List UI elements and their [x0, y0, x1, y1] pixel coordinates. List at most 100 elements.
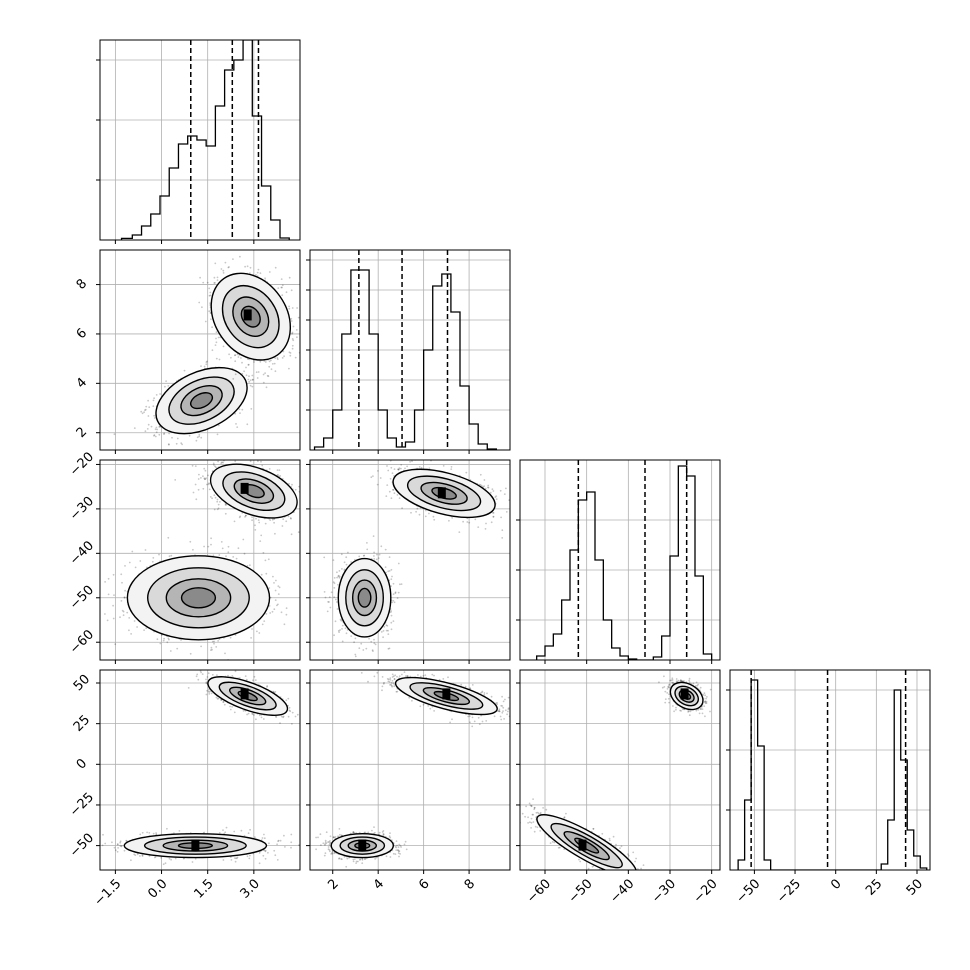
scatter-point	[85, 616, 87, 618]
scatter-point	[176, 437, 179, 440]
scatter-point	[247, 364, 250, 366]
scatter-point	[124, 565, 126, 567]
scatter-point	[216, 500, 219, 503]
scatter-point	[251, 628, 253, 630]
scatter-point	[208, 482, 210, 485]
scatter-point	[235, 423, 237, 425]
scatter-point	[341, 640, 344, 643]
scatter-point	[291, 483, 293, 486]
scatter-point	[198, 473, 200, 476]
scatter-point	[281, 284, 284, 287]
scatter-point	[163, 432, 166, 435]
scatter-point	[183, 369, 186, 372]
scatter-point	[265, 386, 268, 389]
scatter-point	[283, 355, 285, 358]
scatter-point	[346, 629, 349, 631]
scatter-point	[216, 508, 219, 511]
scatter-point	[212, 452, 214, 454]
panel-frame	[99, 39, 301, 241]
scatter-point	[394, 592, 397, 595]
scatter-point	[291, 347, 294, 350]
scatter-point	[200, 436, 203, 439]
scatter-point	[174, 479, 177, 481]
scatter-point	[146, 428, 149, 430]
scatter-point	[214, 282, 216, 284]
scatter-point	[243, 552, 246, 555]
scatter-point	[216, 433, 219, 436]
scatter-point	[234, 360, 237, 363]
scatter-point	[204, 469, 207, 472]
panel-frame	[99, 249, 301, 451]
scatter-point	[237, 547, 240, 550]
scatter-point	[210, 318, 212, 321]
panel-frame	[99, 459, 301, 661]
scatter-point	[215, 646, 218, 648]
scatter-point	[247, 363, 250, 366]
scatter-point	[217, 424, 220, 427]
panel-content	[100, 40, 300, 240]
scatter-point	[205, 477, 208, 479]
scatter-point	[147, 415, 150, 417]
scatter-point	[277, 603, 279, 606]
scatter-point	[291, 332, 293, 335]
scatter-point	[275, 579, 277, 582]
scatter-point	[156, 428, 159, 431]
scatter-point	[297, 316, 300, 319]
scatter-point	[122, 610, 125, 613]
scatter-point	[154, 428, 157, 431]
scatter-point	[156, 638, 159, 641]
scatter-point	[216, 498, 219, 501]
scatter-point	[124, 589, 126, 592]
scatter-point	[113, 594, 115, 596]
scatter-point	[127, 629, 130, 632]
scatter-point	[158, 426, 161, 428]
scatter-point	[131, 550, 134, 553]
scatter-point	[215, 466, 217, 469]
panel-content	[310, 250, 510, 450]
scatter-point	[114, 643, 117, 646]
scatter-point	[200, 645, 203, 648]
scatter-point	[289, 352, 292, 354]
scatter-point	[256, 630, 258, 633]
panel-content	[310, 460, 510, 660]
scatter-point	[366, 548, 369, 551]
scatter-point	[261, 464, 264, 467]
scatter-point	[271, 610, 274, 613]
y-tick-label: 6	[74, 326, 90, 342]
scatter-point	[120, 600, 123, 602]
scatter-point	[277, 474, 279, 476]
scatter-point	[167, 385, 170, 387]
scatter-point	[281, 525, 284, 527]
scatter-point	[168, 432, 171, 435]
scatter-point	[277, 593, 280, 595]
scatter-point	[257, 268, 260, 271]
y-tick-label: −40	[67, 538, 97, 568]
scatter-point	[220, 268, 223, 270]
scatter-point	[291, 331, 294, 334]
scatter-point	[254, 665, 256, 667]
scatter-point	[252, 458, 254, 460]
scatter-point	[259, 360, 262, 363]
scatter-point	[234, 460, 237, 463]
scatter-point	[287, 515, 290, 518]
scatter-point	[213, 276, 216, 279]
scatter-point	[152, 405, 155, 408]
scatter-point	[126, 611, 129, 614]
scatter-point	[245, 374, 248, 377]
scatter-point	[263, 620, 266, 622]
scatter-point	[288, 276, 291, 279]
scatter-point	[358, 647, 361, 650]
scatter-point	[377, 557, 380, 559]
scatter-point	[213, 508, 216, 511]
scatter-point	[281, 357, 284, 359]
scatter-point	[213, 494, 216, 497]
scatter-point	[222, 461, 225, 464]
scatter-point	[205, 361, 208, 364]
scatter-point	[228, 266, 230, 268]
scatter-point	[234, 373, 237, 376]
scatter-point	[282, 518, 285, 521]
scatter-point	[232, 556, 235, 558]
scatter-point	[232, 385, 235, 388]
scatter-point	[257, 460, 259, 462]
